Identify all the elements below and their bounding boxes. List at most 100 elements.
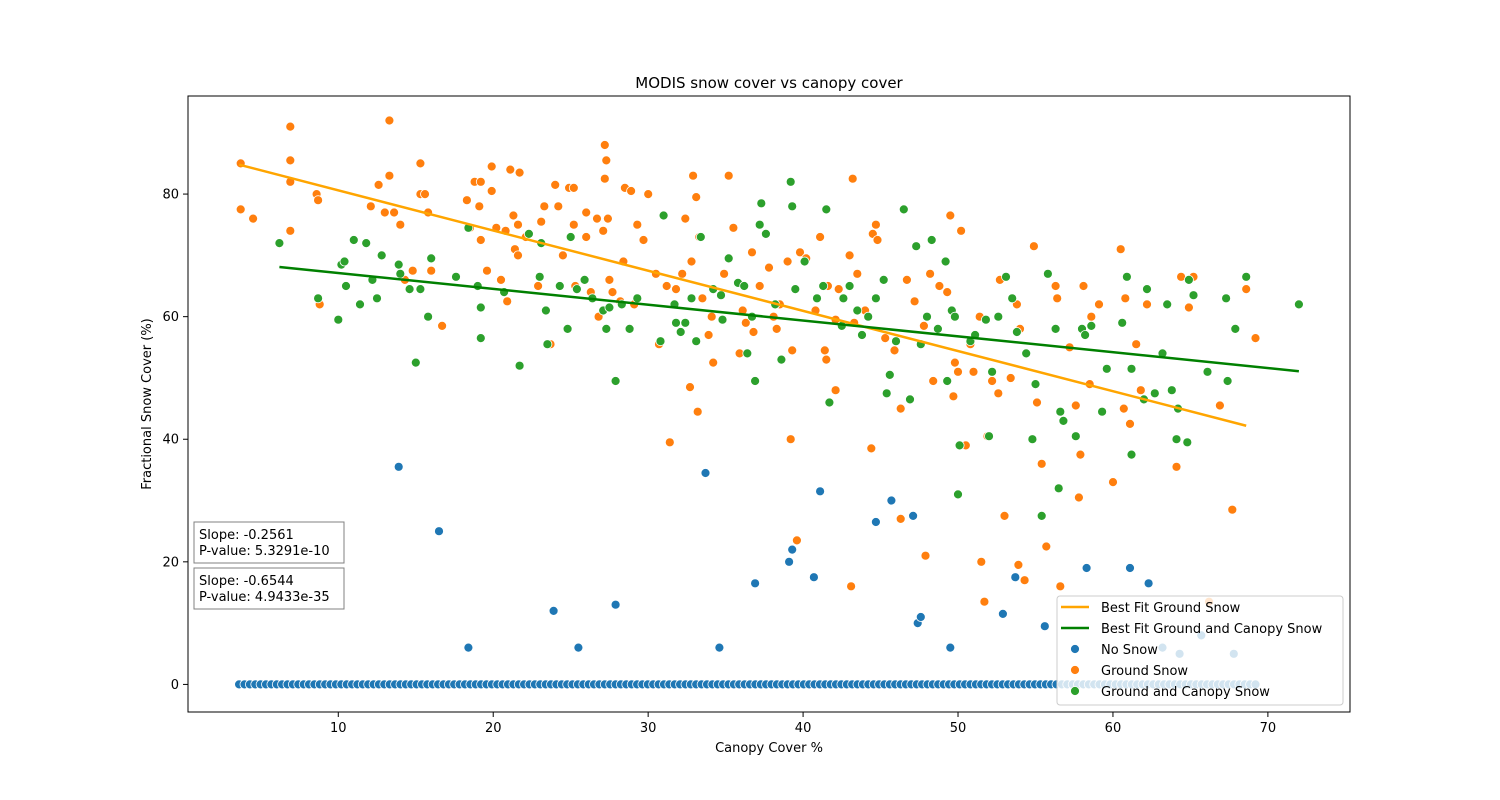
point-ground-snow — [1041, 541, 1052, 552]
point-ground-snow — [513, 219, 523, 230]
point-ground-snow — [782, 256, 793, 267]
point-ground-snow — [1070, 400, 1081, 411]
point-ground-snow — [754, 281, 765, 291]
point-ground-snow — [697, 293, 708, 304]
point-ground-snow — [993, 388, 1004, 399]
point-no-snow — [700, 468, 711, 478]
point-ground-snow — [1125, 418, 1135, 429]
point-ground-snow — [953, 366, 963, 377]
y-axis-label: Fractional Snow Cover (%) — [140, 318, 155, 490]
legend-label-ground-snow: Ground Snow — [1101, 664, 1188, 679]
point-ground-snow — [819, 345, 830, 356]
point-ground-and-canopy-snow — [341, 281, 351, 291]
legend-marker-ground-canopy-snow — [1070, 686, 1080, 696]
point-ground-snow — [407, 265, 418, 276]
point-ground-snow — [740, 317, 751, 328]
point-ground-snow — [384, 170, 395, 181]
point-ground-and-canopy-snow — [475, 302, 486, 313]
point-ground-snow — [395, 219, 406, 230]
slope-text: Slope: -0.2561 — [199, 528, 294, 543]
point-ground-and-canopy-snow — [942, 376, 953, 386]
point-ground-and-canopy-snow — [333, 314, 344, 325]
point-ground-snow — [795, 247, 805, 258]
point-ground-snow — [1029, 241, 1039, 252]
legend-marker-ground-snow — [1070, 665, 1080, 675]
point-ground-snow — [748, 327, 759, 337]
point-ground-and-canopy-snow — [984, 431, 994, 442]
legend-label-fit-ground: Best Fit Ground Snow — [1101, 601, 1241, 616]
point-ground-and-canopy-snow — [898, 204, 909, 215]
point-ground-snow — [365, 201, 376, 212]
point-no-snow — [393, 461, 404, 472]
legend-label-fit-ground-canopy: Best Fit Ground and Canopy Snow — [1101, 622, 1323, 637]
point-ground-snow — [285, 225, 296, 236]
point-ground-snow — [389, 207, 400, 218]
point-ground-and-canopy-snow — [1027, 434, 1038, 445]
point-no-snow — [714, 642, 725, 653]
y-tick-label: 60 — [162, 310, 179, 325]
point-ground-snow — [999, 511, 1010, 521]
point-ground-snow — [1115, 244, 1126, 255]
point-ground-and-canopy-snow — [761, 228, 771, 239]
point-ground-snow — [677, 268, 688, 279]
point-no-snow — [1143, 578, 1154, 589]
point-no-snow — [815, 486, 825, 497]
point-ground-snow — [691, 192, 702, 203]
point-ground-snow — [846, 581, 856, 592]
point-ground-and-canopy-snow — [542, 339, 553, 350]
point-ground-snow — [1032, 397, 1042, 408]
point-ground-and-canopy-snow — [1117, 317, 1128, 328]
point-ground-snow — [895, 403, 906, 414]
point-ground-snow — [919, 320, 929, 331]
point-ground-snow — [934, 281, 945, 291]
point-ground-snow — [1075, 449, 1086, 460]
point-no-snow — [434, 526, 444, 537]
scatter-points — [234, 115, 1304, 690]
point-ground-and-canopy-snow — [933, 323, 943, 334]
point-ground-and-canopy-snow — [926, 235, 937, 245]
point-ground-snow — [1135, 385, 1146, 396]
point-ground-and-canopy-snow — [632, 293, 643, 304]
point-ground-and-canopy-snow — [1050, 323, 1061, 334]
point-ground-snow — [475, 235, 486, 245]
stats-box-ground: Slope: -0.6544 P-value: 4.9433e-35 — [193, 567, 345, 610]
point-ground-and-canopy-snow — [754, 219, 765, 230]
point-ground-snow — [539, 201, 550, 212]
point-ground-and-canopy-snow — [1053, 483, 1064, 494]
point-no-snow — [1010, 572, 1021, 583]
point-ground-snow — [815, 232, 825, 242]
point-ground-snow — [536, 216, 547, 227]
y-tick-label: 80 — [162, 188, 179, 203]
point-ground-snow — [852, 268, 863, 279]
point-ground-snow — [568, 182, 579, 193]
point-ground-snow — [1227, 504, 1238, 515]
point-ground-snow — [592, 213, 602, 224]
point-ground-and-canopy-snow — [824, 397, 835, 408]
point-ground-snow — [976, 556, 987, 567]
point-ground-snow — [685, 382, 695, 393]
point-ground-and-canopy-snow — [756, 198, 767, 209]
point-ground-and-canopy-snow — [355, 299, 365, 310]
point-ground-snow — [437, 320, 448, 331]
point-no-snow — [548, 606, 559, 616]
point-ground-snow — [703, 330, 714, 340]
point-ground-and-canopy-snow — [954, 440, 965, 451]
point-ground-and-canopy-snow — [1058, 415, 1069, 426]
point-ground-snow — [607, 287, 618, 298]
point-ground-snow — [568, 219, 579, 230]
x-axis-ticks: 10 20 30 40 50 60 70 — [330, 712, 1276, 736]
point-ground-and-canopy-snow — [415, 284, 426, 295]
point-ground-and-canopy-snow — [905, 394, 915, 405]
chart-title: MODIS snow cover vs canopy cover — [635, 74, 903, 92]
point-ground-snow — [1086, 311, 1097, 322]
point-ground-snow — [871, 219, 881, 230]
point-ground-and-canopy-snow — [1122, 271, 1132, 282]
point-ground-snow — [1171, 461, 1182, 472]
point-ground-and-canopy-snow — [750, 376, 760, 386]
point-ground-and-canopy-snow — [534, 271, 545, 282]
point-ground-and-canopy-snow — [395, 268, 406, 279]
point-ground-and-canopy-snow — [953, 489, 963, 500]
y-tick-label: 40 — [162, 433, 179, 448]
point-ground-and-canopy-snow — [742, 348, 753, 359]
